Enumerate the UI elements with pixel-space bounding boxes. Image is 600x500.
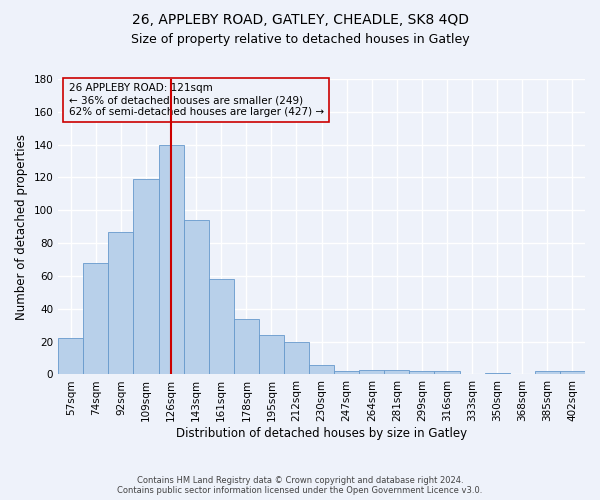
Bar xyxy=(385,370,409,374)
Bar xyxy=(184,220,209,374)
Bar xyxy=(58,338,83,374)
Bar xyxy=(434,371,460,374)
Bar xyxy=(133,179,158,374)
Bar xyxy=(158,144,184,374)
Text: 26 APPLEBY ROAD: 121sqm
← 36% of detached houses are smaller (249)
62% of semi-d: 26 APPLEBY ROAD: 121sqm ← 36% of detache… xyxy=(69,84,324,116)
Bar xyxy=(234,318,259,374)
Bar xyxy=(259,335,284,374)
Bar xyxy=(334,371,359,374)
Bar xyxy=(535,371,560,374)
Text: Contains HM Land Registry data © Crown copyright and database right 2024.
Contai: Contains HM Land Registry data © Crown c… xyxy=(118,476,482,495)
Bar xyxy=(409,371,434,374)
Text: 26, APPLEBY ROAD, GATLEY, CHEADLE, SK8 4QD: 26, APPLEBY ROAD, GATLEY, CHEADLE, SK8 4… xyxy=(131,12,469,26)
Bar xyxy=(309,364,334,374)
Bar xyxy=(109,232,133,374)
Y-axis label: Number of detached properties: Number of detached properties xyxy=(15,134,28,320)
Bar xyxy=(359,370,385,374)
X-axis label: Distribution of detached houses by size in Gatley: Distribution of detached houses by size … xyxy=(176,427,467,440)
Bar xyxy=(209,280,234,374)
Text: Size of property relative to detached houses in Gatley: Size of property relative to detached ho… xyxy=(131,32,469,46)
Bar xyxy=(560,371,585,374)
Bar xyxy=(284,342,309,374)
Bar xyxy=(485,373,510,374)
Bar xyxy=(83,263,109,374)
